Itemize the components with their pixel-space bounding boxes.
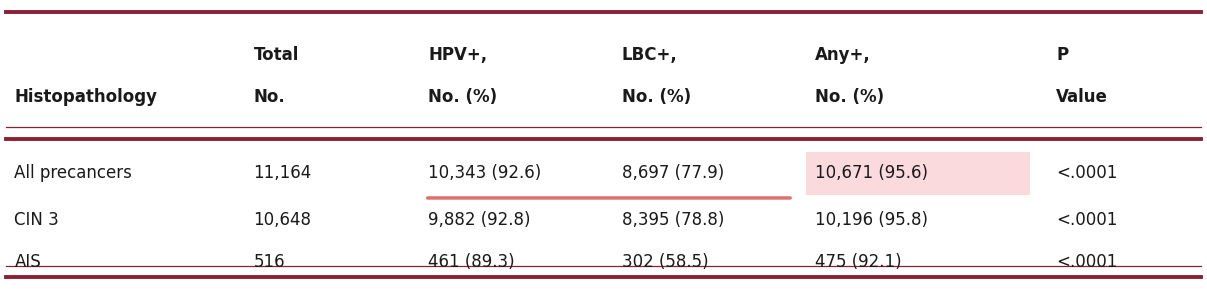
- Text: CIN 3: CIN 3: [14, 211, 59, 229]
- Text: 461 (89.3): 461 (89.3): [428, 253, 515, 271]
- Text: 475 (92.1): 475 (92.1): [815, 253, 902, 271]
- Text: <.0001: <.0001: [1056, 211, 1118, 229]
- Text: 10,648: 10,648: [253, 211, 311, 229]
- Text: P: P: [1056, 46, 1068, 64]
- Text: Value: Value: [1056, 88, 1108, 106]
- Text: 10,671 (95.6): 10,671 (95.6): [815, 164, 928, 182]
- Text: <.0001: <.0001: [1056, 253, 1118, 271]
- Text: LBC+,: LBC+,: [622, 46, 677, 64]
- Text: 10,343 (92.6): 10,343 (92.6): [428, 164, 542, 182]
- Text: HPV+,: HPV+,: [428, 46, 488, 64]
- Text: No.: No.: [253, 88, 285, 106]
- Text: 516: 516: [253, 253, 285, 271]
- Text: 9,882 (92.8): 9,882 (92.8): [428, 211, 531, 229]
- Text: No. (%): No. (%): [428, 88, 497, 106]
- Text: 302 (58.5): 302 (58.5): [622, 253, 709, 271]
- Text: All precancers: All precancers: [14, 164, 133, 182]
- Text: <.0001: <.0001: [1056, 164, 1118, 182]
- Text: AIS: AIS: [14, 253, 41, 271]
- Text: 8,697 (77.9): 8,697 (77.9): [622, 164, 724, 182]
- Text: No. (%): No. (%): [815, 88, 884, 106]
- Text: Any+,: Any+,: [815, 46, 870, 64]
- Text: 10,196 (95.8): 10,196 (95.8): [815, 211, 928, 229]
- Text: Histopathology: Histopathology: [14, 88, 157, 106]
- Text: Total: Total: [253, 46, 299, 64]
- FancyBboxPatch shape: [806, 152, 1030, 195]
- Text: 8,395 (78.8): 8,395 (78.8): [622, 211, 724, 229]
- Text: No. (%): No. (%): [622, 88, 690, 106]
- Text: 11,164: 11,164: [253, 164, 311, 182]
